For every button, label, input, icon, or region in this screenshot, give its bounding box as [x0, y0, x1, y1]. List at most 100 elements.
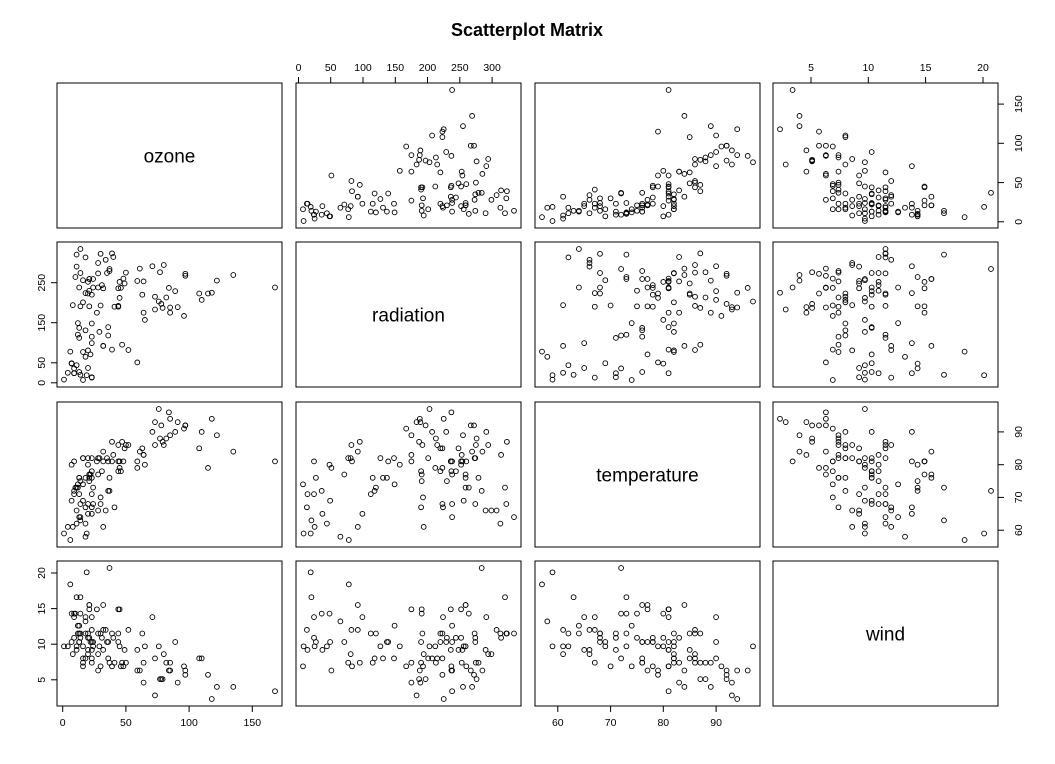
point-radiation-wind-106: [327, 639, 333, 645]
point-radiation-wind-9: [482, 647, 489, 653]
point-wind-temperature-69: [868, 471, 875, 478]
tick-label-top-wind-5: 5: [808, 62, 814, 74]
point-radiation-temperature-83: [403, 425, 410, 432]
point-temperature-wind-8: [602, 643, 609, 650]
point-wind-ozone-106: [868, 213, 875, 220]
point-wind-radiation-56: [835, 294, 842, 301]
point-wind-temperature-67: [882, 455, 889, 461]
point-ozone-wind-41: [182, 671, 189, 678]
point-temperature-wind-29: [644, 606, 651, 613]
point-radiation-ozone-2: [391, 209, 398, 216]
tick-label-top-wind-15: 15: [920, 62, 932, 74]
point-wind-temperature-76: [862, 465, 868, 471]
point-radiation-temperature-57: [473, 442, 479, 448]
point-temperature-wind-74: [644, 602, 651, 608]
point-temperature-radiation-54: [671, 347, 677, 354]
point-wind-temperature-77: [789, 458, 796, 465]
point-wind-temperature-94: [928, 474, 935, 481]
point-radiation-ozone-75: [318, 211, 325, 218]
point-wind-ozone-55: [888, 178, 895, 184]
point-ozone-wind-13: [102, 627, 109, 633]
point-radiation-wind-47: [472, 639, 479, 645]
point-wind-temperature-23: [816, 465, 822, 471]
point-temperature-wind-19: [560, 643, 566, 650]
point-wind-ozone-18: [941, 210, 947, 217]
point-temperature-wind-109: [634, 610, 640, 617]
point-temperature-radiation-52: [692, 262, 698, 268]
point-radiation-wind-92: [462, 643, 469, 650]
point-ozone-radiation-29: [86, 303, 93, 310]
point-radiation-temperature-37: [408, 452, 415, 458]
point-temperature-wind-51: [628, 663, 635, 670]
point-ozone-radiation-35: [121, 280, 128, 287]
point-wind-radiation-94: [928, 276, 935, 282]
point-ozone-temperature-17: [61, 530, 67, 537]
point-radiation-temperature-38: [498, 452, 504, 458]
point-ozone-radiation-37: [140, 309, 147, 316]
point-wind-temperature-29: [921, 471, 928, 478]
point-ozone-radiation-58: [140, 278, 147, 285]
point-wind-radiation-45: [914, 360, 921, 367]
point-ozone-temperature-0: [111, 504, 118, 511]
point-ozone-radiation-14: [67, 348, 74, 355]
point-radiation-wind-69: [341, 639, 348, 645]
point-ozone-wind-101: [90, 639, 96, 645]
point-ozone-radiation-42: [167, 309, 173, 316]
point-temperature-radiation-72: [649, 282, 656, 288]
point-radiation-wind-63: [460, 684, 466, 690]
point-ozone-temperature-98: [118, 468, 124, 475]
point-radiation-ozone-102: [425, 206, 432, 213]
point-wind-temperature-8: [862, 497, 868, 504]
tick-label-right-temperature-70: 70: [1013, 491, 1025, 503]
point-temperature-wind-49: [697, 676, 704, 682]
point-wind-ozone-100: [868, 208, 875, 215]
point-ozone-wind-70: [134, 667, 141, 674]
point-radiation-temperature-35: [455, 445, 462, 452]
point-temperature-ozone-89: [660, 203, 667, 209]
point-radiation-ozone-39: [473, 158, 480, 165]
point-ozone-radiation-73: [115, 303, 122, 310]
point-temperature-radiation-109: [634, 303, 640, 310]
point-temperature-wind-98: [649, 663, 656, 670]
point-temperature-wind-53: [686, 655, 693, 662]
point-radiation-wind-64: [443, 639, 450, 645]
point-wind-ozone-46: [829, 181, 836, 187]
point-temperature-wind-66: [692, 630, 698, 637]
point-radiation-ozone-64: [443, 149, 450, 155]
point-ozone-temperature-9: [73, 507, 80, 514]
point-ozone-radiation-84: [158, 301, 165, 307]
point-ozone-temperature-60: [109, 458, 115, 465]
point-temperature-wind-103: [576, 622, 582, 629]
point-wind-ozone-41: [816, 142, 822, 149]
point-radiation-ozone-53: [439, 134, 446, 140]
point-ozone-temperature-64: [172, 429, 179, 435]
point-radiation-ozone-28: [391, 200, 397, 207]
point-ozone-radiation-54: [85, 347, 91, 354]
point-ozone-temperature-76: [116, 465, 123, 471]
point-temperature-ozone-101: [597, 200, 603, 206]
point-radiation-ozone-103: [449, 208, 455, 215]
point-temperature-ozone-111: [597, 203, 603, 209]
point-ozone-radiation-27: [109, 250, 115, 257]
point-wind-ozone-93: [921, 184, 928, 191]
point-wind-ozone-8: [862, 206, 868, 213]
point-radiation-temperature-84: [422, 422, 429, 429]
point-ozone-wind-98: [118, 663, 124, 670]
point-ozone-radiation-48: [136, 265, 143, 272]
point-wind-radiation-87: [835, 341, 842, 348]
point-wind-temperature-43: [914, 484, 921, 491]
point-wind-radiation-46: [829, 275, 836, 282]
point-wind-ozone-48: [823, 171, 829, 177]
point-temperature-wind-40: [723, 667, 730, 674]
point-temperature-ozone-48: [681, 171, 688, 177]
point-temperature-wind-14: [539, 581, 545, 588]
point-radiation-wind-101: [449, 639, 455, 645]
point-ozone-temperature-24: [106, 474, 113, 481]
tick-label-bottom-temperature-70: 70: [605, 717, 617, 729]
point-ozone-temperature-5: [88, 510, 95, 517]
point-wind-radiation-44: [921, 309, 928, 316]
point-ozone-temperature-52: [160, 442, 167, 448]
point-radiation-ozone-86: [417, 147, 424, 154]
point-ozone-wind-63: [214, 684, 220, 690]
point-radiation-ozone-68: [396, 167, 403, 174]
